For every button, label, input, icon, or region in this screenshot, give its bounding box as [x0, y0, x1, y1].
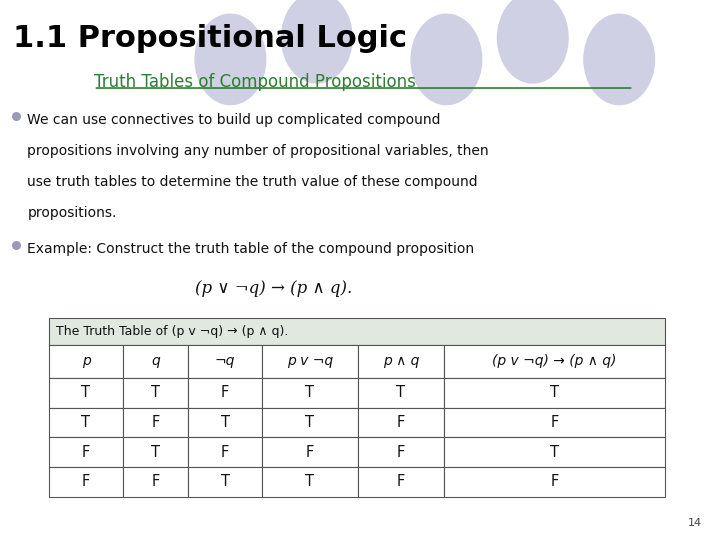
- FancyBboxPatch shape: [49, 345, 123, 378]
- FancyBboxPatch shape: [49, 318, 665, 345]
- Ellipse shape: [583, 14, 655, 105]
- FancyBboxPatch shape: [123, 378, 188, 408]
- Text: F: F: [221, 445, 229, 460]
- Text: T: T: [550, 386, 559, 400]
- Text: T: T: [305, 415, 315, 430]
- FancyBboxPatch shape: [49, 378, 123, 408]
- FancyBboxPatch shape: [188, 345, 262, 378]
- Ellipse shape: [194, 14, 266, 105]
- FancyBboxPatch shape: [444, 408, 665, 437]
- Text: 1.1 Propositional Logic: 1.1 Propositional Logic: [13, 24, 407, 53]
- Text: We can use connectives to build up complicated compound: We can use connectives to build up compl…: [27, 113, 441, 127]
- Text: (p ∨ ¬q) → (p ∧ q).: (p ∨ ¬q) → (p ∧ q).: [195, 280, 352, 296]
- FancyBboxPatch shape: [262, 345, 358, 378]
- Text: propositions.: propositions.: [27, 206, 117, 220]
- FancyBboxPatch shape: [188, 467, 262, 497]
- Text: F: F: [397, 415, 405, 430]
- Text: ¬q: ¬q: [215, 354, 235, 368]
- Text: p ∧ q: p ∧ q: [383, 354, 419, 368]
- FancyBboxPatch shape: [188, 378, 262, 408]
- Text: F: F: [306, 445, 314, 460]
- Text: T: T: [397, 386, 405, 400]
- FancyBboxPatch shape: [444, 467, 665, 497]
- FancyBboxPatch shape: [123, 467, 188, 497]
- Text: p v ¬q: p v ¬q: [287, 354, 333, 368]
- Text: Example: Construct the truth table of the compound proposition: Example: Construct the truth table of th…: [27, 242, 474, 256]
- FancyBboxPatch shape: [188, 437, 262, 467]
- FancyBboxPatch shape: [358, 437, 444, 467]
- Text: F: F: [151, 475, 160, 489]
- Text: T: T: [550, 445, 559, 460]
- Text: p: p: [81, 354, 91, 368]
- Ellipse shape: [497, 0, 569, 84]
- Text: F: F: [151, 415, 160, 430]
- Text: F: F: [221, 386, 229, 400]
- FancyBboxPatch shape: [123, 408, 188, 437]
- FancyBboxPatch shape: [444, 437, 665, 467]
- Text: 14: 14: [688, 518, 702, 528]
- FancyBboxPatch shape: [358, 378, 444, 408]
- Text: T: T: [220, 415, 230, 430]
- Text: use truth tables to determine the truth value of these compound: use truth tables to determine the truth …: [27, 175, 478, 189]
- Ellipse shape: [410, 14, 482, 105]
- Text: T: T: [151, 386, 160, 400]
- FancyBboxPatch shape: [123, 345, 188, 378]
- Text: F: F: [82, 475, 90, 489]
- Ellipse shape: [281, 0, 353, 84]
- FancyBboxPatch shape: [262, 378, 358, 408]
- Text: T: T: [305, 386, 315, 400]
- FancyBboxPatch shape: [444, 345, 665, 378]
- Text: (p v ¬q) → (p ∧ q): (p v ¬q) → (p ∧ q): [492, 354, 616, 368]
- Text: T: T: [151, 445, 160, 460]
- Text: Truth Tables of Compound Propositions: Truth Tables of Compound Propositions: [94, 73, 415, 91]
- Text: F: F: [550, 415, 559, 430]
- FancyBboxPatch shape: [49, 437, 123, 467]
- FancyBboxPatch shape: [358, 467, 444, 497]
- FancyBboxPatch shape: [262, 408, 358, 437]
- Text: F: F: [82, 445, 90, 460]
- FancyBboxPatch shape: [123, 437, 188, 467]
- FancyBboxPatch shape: [262, 467, 358, 497]
- Text: F: F: [397, 475, 405, 489]
- FancyBboxPatch shape: [49, 467, 123, 497]
- FancyBboxPatch shape: [358, 408, 444, 437]
- Text: T: T: [220, 475, 230, 489]
- FancyBboxPatch shape: [358, 345, 444, 378]
- FancyBboxPatch shape: [49, 408, 123, 437]
- FancyBboxPatch shape: [444, 378, 665, 408]
- Text: F: F: [397, 445, 405, 460]
- FancyBboxPatch shape: [188, 408, 262, 437]
- FancyBboxPatch shape: [262, 437, 358, 467]
- Text: propositions involving any number of propositional variables, then: propositions involving any number of pro…: [27, 144, 489, 158]
- Text: F: F: [550, 475, 559, 489]
- Text: q: q: [151, 354, 160, 368]
- Text: The Truth Table of (p v ¬q) → (p ∧ q).: The Truth Table of (p v ¬q) → (p ∧ q).: [56, 325, 289, 338]
- Text: T: T: [305, 475, 315, 489]
- Text: T: T: [81, 415, 91, 430]
- Text: T: T: [81, 386, 91, 400]
